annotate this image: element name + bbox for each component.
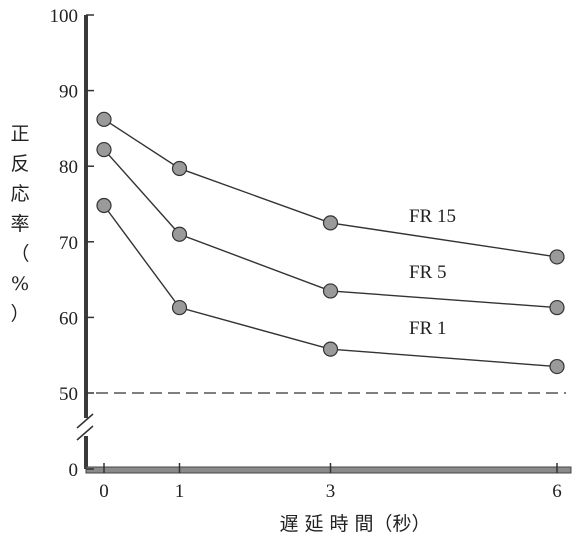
y-tick-label: 50: [59, 384, 78, 405]
y-tick-label: 80: [59, 157, 78, 178]
series-points: [96, 111, 565, 375]
series-label: FR 5: [409, 262, 447, 283]
series-line: [103, 118, 558, 258]
x-tick-label: 3: [326, 481, 336, 502]
tick-labels: 0 50 60 70 80 90 100 0 1 3 6: [50, 6, 562, 502]
data-point: [171, 160, 188, 177]
x-tick-label: 1: [175, 481, 185, 502]
series-label: FR 1: [409, 318, 447, 339]
x-axis: [85, 466, 572, 474]
data-point: [549, 299, 565, 316]
x-tick-label: 0: [99, 481, 109, 502]
data-point: [96, 111, 112, 127]
axis-break-mark-1: [76, 413, 94, 429]
y-tick-label: 100: [50, 6, 79, 27]
axes: [76, 14, 572, 474]
x-axis-title: 遅 延 時 間（秒）: [279, 513, 430, 535]
data-point: [549, 358, 565, 375]
y-axis-title: 正反応率（%）: [10, 123, 29, 325]
axis-break-mark-2: [76, 425, 94, 441]
data-point: [549, 249, 565, 265]
y-tick-label: 90: [59, 82, 78, 103]
series-label: FR 15: [409, 206, 456, 227]
data-point: [322, 341, 339, 357]
data-point: [171, 226, 188, 242]
axis-titles: 遅 延 時 間（秒） 正反応率（%）: [10, 123, 430, 535]
y-tick-label: 0: [69, 460, 79, 481]
series-line: [103, 205, 558, 368]
data-point: [322, 215, 339, 231]
data-point: [171, 299, 188, 316]
data-point: [96, 197, 112, 214]
data-point: [96, 141, 112, 158]
series-labels: FR 15 FR 5 FR 1: [409, 206, 456, 339]
x-tick-label: 6: [552, 481, 562, 502]
data-point: [322, 283, 339, 299]
series-line: [103, 149, 558, 309]
y-tick-label: 60: [59, 308, 78, 329]
y-tick-label: 70: [59, 233, 78, 254]
series-lines: [103, 118, 558, 368]
